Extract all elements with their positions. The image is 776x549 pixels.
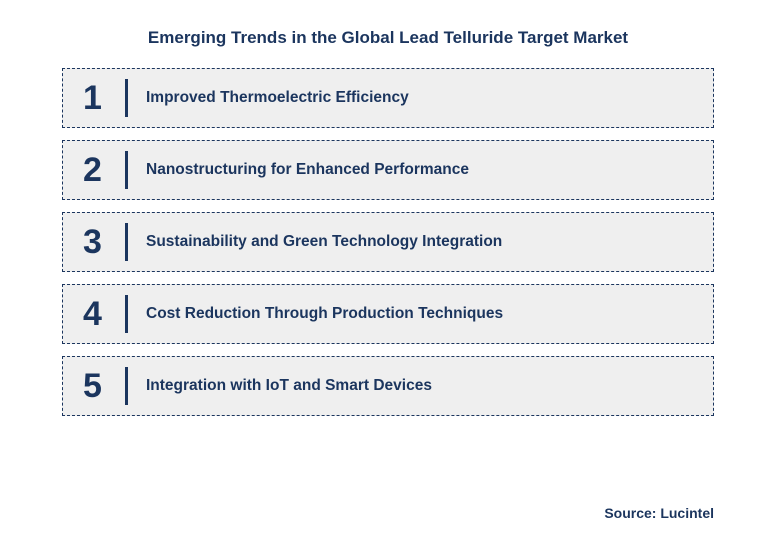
list-item-label-4: Cost Reduction Through Production Techni… bbox=[146, 305, 503, 323]
list-item-number-2: 2 bbox=[83, 151, 125, 190]
list-item-divider-4 bbox=[125, 295, 128, 333]
list-item-label-2: Nanostructuring for Enhanced Performance bbox=[146, 161, 469, 179]
list-item-number-1: 1 bbox=[83, 79, 125, 118]
list-item-number-5: 5 bbox=[83, 367, 125, 406]
list-item-number-4: 4 bbox=[83, 295, 125, 334]
list-item-number-3: 3 bbox=[83, 223, 125, 262]
list-item-5: 5 Integration with IoT and Smart Devices bbox=[62, 356, 714, 416]
list-item-divider-3 bbox=[125, 223, 128, 261]
list-item-1: 1 Improved Thermoelectric Efficiency bbox=[62, 68, 714, 128]
list-item-4: 4 Cost Reduction Through Production Tech… bbox=[62, 284, 714, 344]
list-item-divider-1 bbox=[125, 79, 128, 117]
list-item-label-1: Improved Thermoelectric Efficiency bbox=[146, 89, 409, 107]
page-title: Emerging Trends in the Global Lead Tellu… bbox=[0, 28, 776, 48]
list-item-divider-2 bbox=[125, 151, 128, 189]
list-item-2: 2 Nanostructuring for Enhanced Performan… bbox=[62, 140, 714, 200]
list-item-3: 3 Sustainability and Green Technology In… bbox=[62, 212, 714, 272]
source-label: Source: Lucintel bbox=[604, 505, 714, 521]
list-item-divider-5 bbox=[125, 367, 128, 405]
trend-list: 1 Improved Thermoelectric Efficiency 2 N… bbox=[0, 68, 776, 416]
list-item-label-3: Sustainability and Green Technology Inte… bbox=[146, 233, 502, 251]
list-item-label-5: Integration with IoT and Smart Devices bbox=[146, 377, 432, 395]
